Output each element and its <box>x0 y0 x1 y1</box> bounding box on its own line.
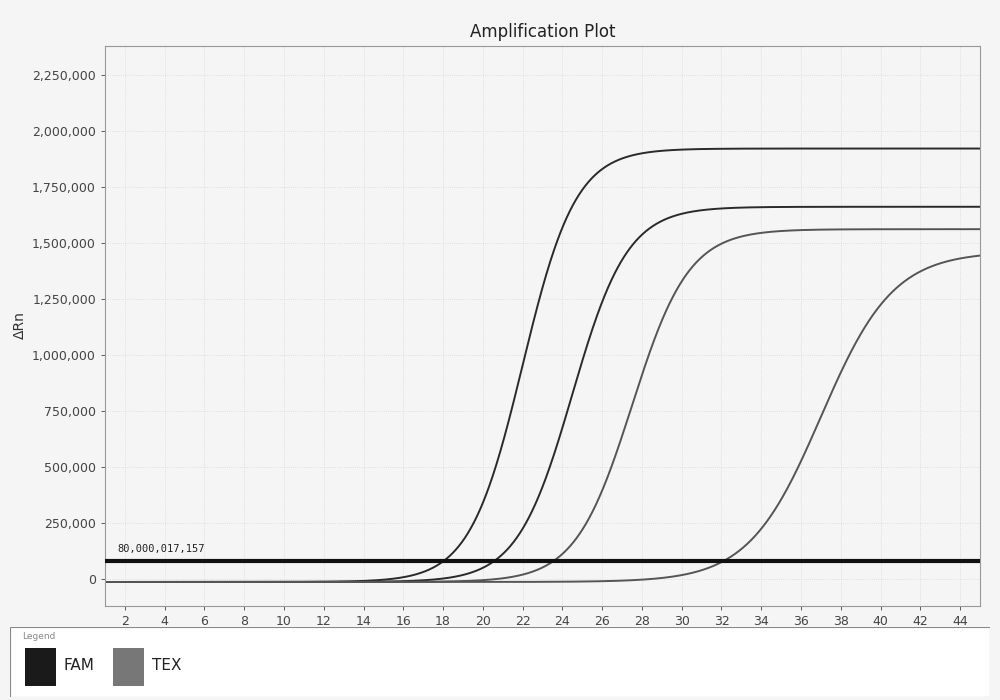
Bar <box>25 648 56 686</box>
Text: Legend: Legend <box>22 632 55 641</box>
Text: 80,000,017,157: 80,000,017,157 <box>117 545 204 554</box>
Title: Amplification Plot: Amplification Plot <box>470 23 615 41</box>
Text: TEX: TEX <box>152 657 182 673</box>
Text: FAM: FAM <box>64 657 95 673</box>
X-axis label: Cycle: Cycle <box>524 633 562 647</box>
Y-axis label: ΔRn: ΔRn <box>13 312 27 340</box>
Bar <box>113 648 144 686</box>
